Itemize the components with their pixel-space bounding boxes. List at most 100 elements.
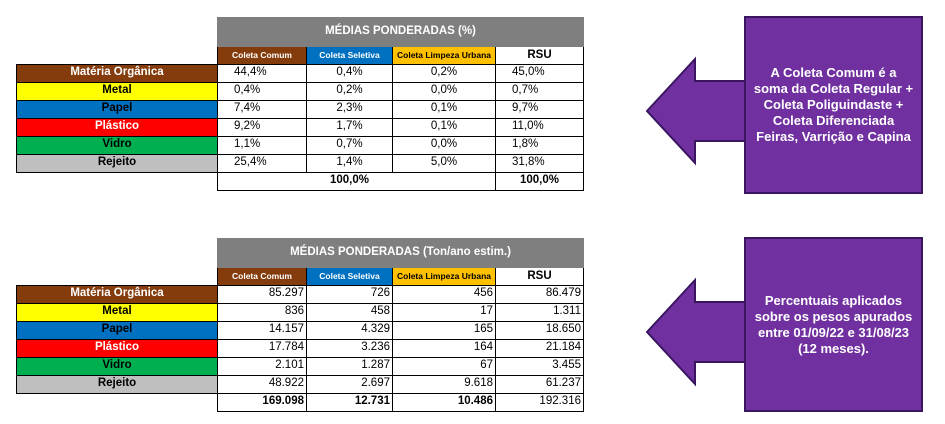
column-header-coleta-limpeza-urbana: Coleta Limpeza Urbana	[392, 46, 496, 65]
value-cell: 45,0%	[495, 63, 584, 83]
category-label: Papel	[16, 320, 218, 340]
value-cell: 67	[392, 356, 496, 376]
table-row: Vidro 2.101 1.287 67 3.455	[16, 356, 584, 376]
weighted-averages-tonnes-table: MÉDIAS PONDERADAS (Ton/ano estim.) Colet…	[16, 238, 584, 412]
table-row: Matéria Orgânica 85.297 726 456 86.479	[16, 284, 584, 304]
note-coleta-comum: A Coleta Comum é a soma da Coleta Regula…	[744, 16, 923, 194]
category-label: Papel	[16, 99, 218, 119]
value-cell: 85.297	[217, 284, 307, 304]
left-arrow-icon	[645, 277, 749, 387]
category-label: Matéria Orgânica	[16, 63, 218, 83]
value-cell: 1.311	[495, 302, 584, 322]
value-cell: 1,1%	[217, 135, 307, 155]
value-cell: 164	[392, 338, 496, 358]
table-row: Metal 0,4% 0,2% 0,0% 0,7%	[16, 81, 584, 101]
table-row: Papel 14.157 4.329 165 18.650	[16, 320, 584, 340]
total-cell	[392, 172, 496, 191]
value-cell: 86.479	[495, 284, 584, 304]
table-title: MÉDIAS PONDERADAS (%)	[217, 17, 584, 47]
column-header-coleta-comum: Coleta Comum	[217, 46, 307, 65]
note-text: A Coleta Comum é a soma da Coleta Regula…	[753, 65, 914, 144]
left-arrow-icon	[645, 56, 749, 166]
table-row: Plástico 17.784 3.236 164 21.184	[16, 338, 584, 358]
table-title: MÉDIAS PONDERADAS (Ton/ano estim.)	[217, 238, 584, 268]
value-cell: 61.237	[495, 374, 584, 394]
column-header-coleta-seletiva: Coleta Seletiva	[306, 46, 393, 65]
table-row: Metal 836 458 17 1.311	[16, 302, 584, 322]
value-cell: 3.236	[306, 338, 393, 358]
total-cell: 10.486	[392, 392, 496, 412]
value-cell: 1,8%	[495, 135, 584, 155]
value-cell: 0,4%	[217, 81, 307, 101]
value-cell: 1,4%	[306, 153, 393, 173]
value-cell: 31,8%	[495, 153, 584, 173]
total-cell: 100,0%	[495, 172, 584, 191]
value-cell: 1,7%	[306, 117, 393, 137]
value-cell: 165	[392, 320, 496, 340]
value-cell: 1.287	[306, 356, 393, 376]
total-cell: 169.098	[217, 392, 307, 412]
value-cell: 836	[217, 302, 307, 322]
value-cell: 48.922	[217, 374, 307, 394]
total-cell: 100,0%	[306, 172, 393, 191]
value-cell: 0,7%	[306, 135, 393, 155]
table-row: Plástico 9,2% 1,7% 0,1% 11,0%	[16, 117, 584, 137]
value-cell: 3.455	[495, 356, 584, 376]
table-row: Rejeito 48.922 2.697 9.618 61.237	[16, 374, 584, 394]
value-cell: 2.101	[217, 356, 307, 376]
value-cell: 458	[306, 302, 393, 322]
column-header-coleta-seletiva: Coleta Seletiva	[306, 267, 393, 286]
value-cell: 0,1%	[392, 117, 496, 137]
category-label: Plástico	[16, 117, 218, 137]
value-cell: 7,4%	[217, 99, 307, 119]
table-row: Papel 7,4% 2,3% 0,1% 9,7%	[16, 99, 584, 119]
value-cell: 44,4%	[217, 63, 307, 83]
value-cell: 726	[306, 284, 393, 304]
value-cell: 0,0%	[392, 135, 496, 155]
value-cell: 456	[392, 284, 496, 304]
total-cell: 192.316	[495, 392, 584, 412]
value-cell: 0,4%	[306, 63, 393, 83]
column-header-rsu: RSU	[495, 46, 584, 65]
value-cell: 0,0%	[392, 81, 496, 101]
column-header-coleta-comum: Coleta Comum	[217, 267, 307, 286]
note-percentuais: Percentuais aplicados sobre os pesos apu…	[744, 237, 923, 412]
value-cell: 4.329	[306, 320, 393, 340]
note-text: Percentuais aplicados sobre os pesos apu…	[754, 292, 913, 356]
value-cell: 0,2%	[392, 63, 496, 83]
value-cell: 25,4%	[217, 153, 307, 173]
value-cell: 17	[392, 302, 496, 322]
table-row: Matéria Orgânica 44,4% 0,4% 0,2% 45,0%	[16, 63, 584, 83]
value-cell: 21.184	[495, 338, 584, 358]
value-cell: 0,7%	[495, 81, 584, 101]
category-label: Metal	[16, 302, 218, 322]
column-header-coleta-limpeza-urbana: Coleta Limpeza Urbana	[392, 267, 496, 286]
category-label: Metal	[16, 81, 218, 101]
table-row: Vidro 1,1% 0,7% 0,0% 1,8%	[16, 135, 584, 155]
value-cell: 0,2%	[306, 81, 393, 101]
total-cell: 12.731	[306, 392, 393, 412]
category-label: Rejeito	[16, 374, 218, 394]
column-header-rsu: RSU	[495, 267, 584, 286]
value-cell: 2,3%	[306, 99, 393, 119]
total-cell	[217, 172, 307, 191]
category-label: Plástico	[16, 338, 218, 358]
totals-row: 100,0% 100,0%	[17, 172, 584, 191]
weighted-averages-percent-table: MÉDIAS PONDERADAS (%) Coleta Comum Colet…	[16, 17, 584, 191]
value-cell: 14.157	[217, 320, 307, 340]
value-cell: 0,1%	[392, 99, 496, 119]
table-row: Rejeito 25,4% 1,4% 5,0% 31,8%	[16, 153, 584, 173]
category-label: Rejeito	[16, 153, 218, 173]
value-cell: 9.618	[392, 374, 496, 394]
value-cell: 11,0%	[495, 117, 584, 137]
totals-row: 169.098 12.731 10.486 192.316	[17, 392, 584, 412]
category-label: Matéria Orgânica	[16, 284, 218, 304]
value-cell: 17.784	[217, 338, 307, 358]
value-cell: 5,0%	[392, 153, 496, 173]
category-label: Vidro	[16, 356, 218, 376]
value-cell: 18.650	[495, 320, 584, 340]
value-cell: 2.697	[306, 374, 393, 394]
value-cell: 9,7%	[495, 99, 584, 119]
category-label: Vidro	[16, 135, 218, 155]
value-cell: 9,2%	[217, 117, 307, 137]
